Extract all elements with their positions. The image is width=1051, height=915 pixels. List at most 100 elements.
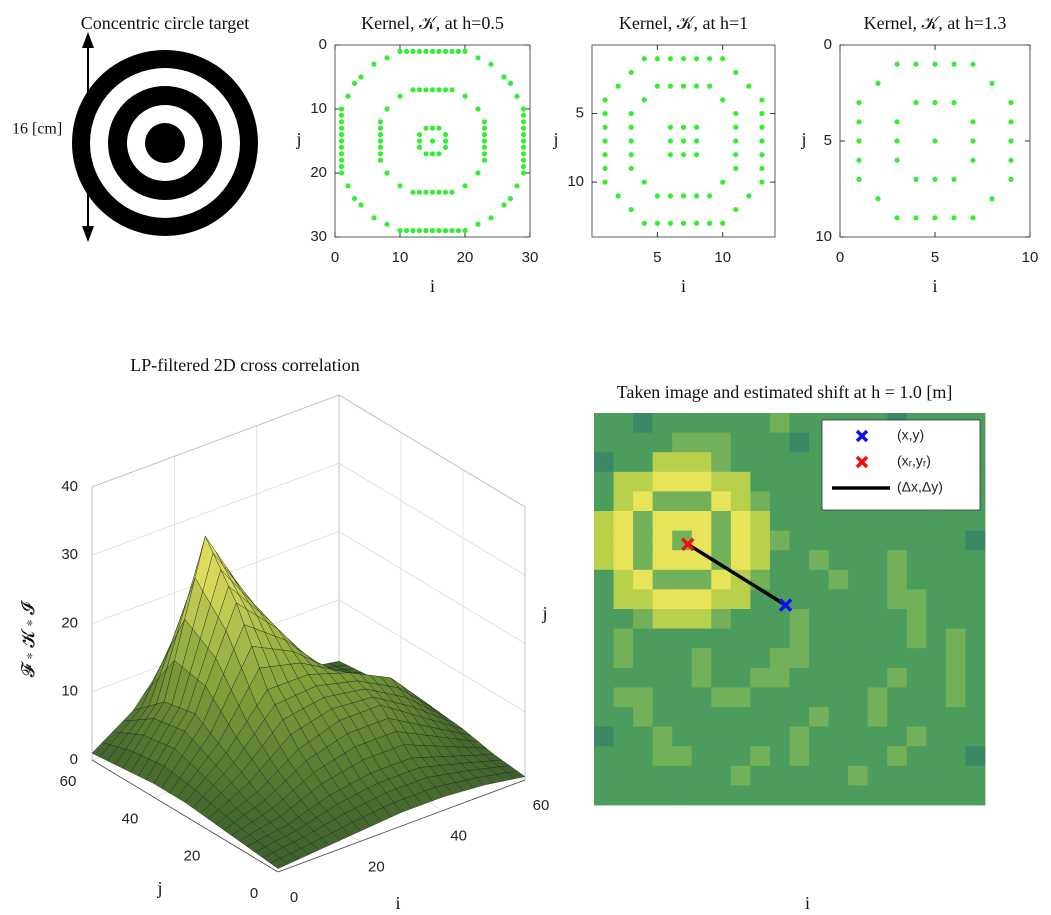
kernel-point — [462, 49, 467, 54]
y-tick-label: 5 — [576, 105, 584, 122]
heat-cell — [750, 648, 770, 668]
kernel-point — [521, 126, 526, 131]
heat-cell — [926, 766, 946, 786]
kernel-point — [894, 158, 899, 163]
heat-cell — [790, 433, 810, 453]
heat-cell — [809, 609, 829, 629]
heat-cell — [692, 785, 712, 805]
kernel-point — [642, 56, 647, 61]
kernel-point — [462, 183, 467, 188]
kernel-point — [616, 84, 621, 89]
kernel-point — [417, 132, 422, 137]
kernel-point — [668, 138, 673, 143]
kernel-point — [707, 193, 712, 198]
kernel-point — [456, 228, 461, 233]
heat-cell — [809, 785, 829, 805]
heat-cell — [907, 531, 927, 551]
heat-cell — [633, 531, 653, 551]
heat-cell — [770, 727, 790, 747]
heat-cell — [633, 511, 653, 531]
heat-cell — [770, 648, 790, 668]
kernel-point — [423, 87, 428, 92]
kernel-point — [430, 138, 435, 143]
heat-cell — [887, 687, 907, 707]
heat-cell — [672, 668, 692, 688]
kernel-point — [681, 152, 686, 157]
chart-title: Taken image and estimated shift at h = 1… — [617, 382, 953, 402]
heat-cell — [848, 766, 868, 786]
kernel-point — [894, 62, 899, 67]
heat-cell — [848, 531, 868, 551]
heat-cell — [868, 589, 888, 609]
heat-cell — [926, 707, 946, 727]
heat-cell — [829, 707, 849, 727]
heat-cell — [926, 727, 946, 747]
kernel-point — [378, 126, 383, 131]
heat-cell — [965, 687, 985, 707]
heat-cell — [633, 413, 653, 433]
kernel-point — [339, 151, 344, 156]
kernel-point — [339, 113, 344, 118]
heat-cell — [809, 589, 829, 609]
heat-cell — [653, 687, 673, 707]
heat-cell — [926, 648, 946, 668]
kernel-point — [436, 151, 441, 156]
kernel-point — [345, 183, 350, 188]
kernel-point — [1008, 177, 1013, 182]
heat-cell — [653, 550, 673, 570]
kernel-point — [436, 126, 441, 131]
heat-cell — [848, 707, 868, 727]
kernel-point — [521, 164, 526, 169]
x-tick-label: 5 — [653, 249, 661, 266]
heat-cell — [633, 727, 653, 747]
kernel-point — [501, 74, 506, 79]
kernel-point — [629, 152, 634, 157]
heat-cell — [868, 668, 888, 688]
heat-cell — [692, 570, 712, 590]
kernel-point — [602, 166, 607, 171]
heat-cell — [809, 511, 829, 531]
heat-cell — [848, 687, 868, 707]
kernel-point — [339, 138, 344, 143]
heat-cell — [653, 511, 673, 531]
kernel-point — [913, 62, 918, 67]
kernel-point — [894, 119, 899, 124]
heat-cell — [614, 648, 634, 668]
kernel-point — [856, 119, 861, 124]
heat-cell — [692, 589, 712, 609]
heat-cell — [692, 629, 712, 649]
heat-cell — [848, 550, 868, 570]
kernel-point — [410, 87, 415, 92]
heat-cell — [829, 531, 849, 551]
heat-cell — [614, 687, 634, 707]
kernel-point — [668, 56, 673, 61]
x-tick-label: 60 — [533, 797, 550, 814]
kernel-point — [397, 49, 402, 54]
heat-cell — [614, 413, 634, 433]
heat-cell — [731, 511, 751, 531]
heat-cell — [594, 472, 614, 492]
heat-cell — [790, 766, 810, 786]
kernel-point — [733, 166, 738, 171]
x-axis-label: i — [430, 276, 435, 296]
heat-cell — [946, 531, 966, 551]
kernel-point — [875, 196, 880, 201]
heat-cell — [614, 433, 634, 453]
heat-cell — [594, 491, 614, 511]
heat-cell — [965, 727, 985, 747]
heat-cell — [790, 452, 810, 472]
kernel-point — [521, 170, 526, 175]
heat-cell — [829, 609, 849, 629]
y-tick-label: 60 — [60, 773, 77, 790]
heat-cell — [614, 707, 634, 727]
kernel-point — [856, 158, 861, 163]
heat-cell — [594, 668, 614, 688]
heat-cell — [692, 472, 712, 492]
heat-cell — [731, 707, 751, 727]
heat-cell — [692, 452, 712, 472]
kernel-point — [733, 138, 738, 143]
chart-title: Kernel, 𝒦, at h=1 — [619, 13, 748, 33]
kernel-point — [488, 215, 493, 220]
heat-cell — [965, 511, 985, 531]
kernel-point — [430, 49, 435, 54]
